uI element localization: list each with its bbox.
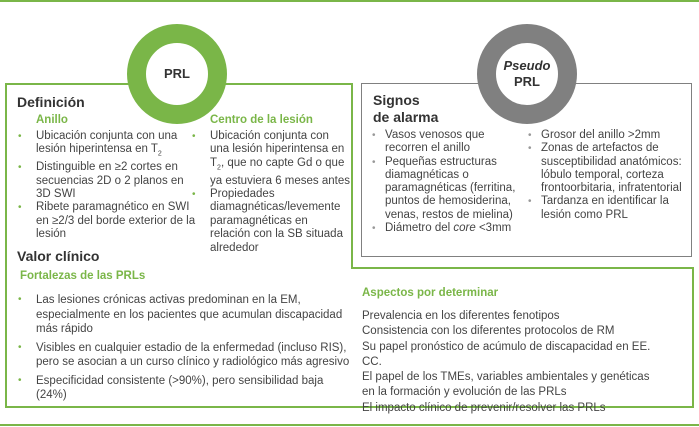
list-item: Grosor del anillo >2mm bbox=[526, 129, 692, 143]
list-item: El papel de los TMEs, variables ambienta… bbox=[362, 371, 650, 399]
divider bbox=[692, 267, 694, 408]
list-item: Las lesiones crónicas activas predominan… bbox=[16, 293, 356, 337]
prl-circle: PRL bbox=[127, 24, 227, 124]
list-item: Diámetro del core <3mm bbox=[370, 222, 530, 236]
list-item: Pequeñas estructuras diamagnéticas o par… bbox=[370, 156, 530, 222]
aspectos-list: Prevalencia en los diferentes fenotipos … bbox=[362, 309, 662, 416]
signos-col2: Grosor del anillo >2mm Zonas de artefact… bbox=[526, 129, 692, 222]
prl-label: PRL bbox=[514, 74, 540, 89]
list-item: Vasos venosos que recorren el anillo bbox=[370, 129, 530, 156]
prl-label: PRL bbox=[164, 66, 190, 81]
list-item: Propiedades diamagnéticas/levemente para… bbox=[190, 188, 350, 255]
list-item: Ubicación conjunta con una lesión hiperi… bbox=[16, 130, 196, 161]
anillo-list: Ubicación conjunta con una lesión hiperi… bbox=[16, 130, 196, 242]
list-item: Zonas de artefactos de susceptibilidad a… bbox=[526, 142, 692, 195]
centro-list: Ubicación conjunta con una lesión hiperi… bbox=[190, 130, 350, 255]
list-item: Tardanza en identificar la lesión como P… bbox=[526, 195, 692, 222]
pseudo-prl-circle: Pseudo PRL bbox=[477, 24, 577, 124]
pseudo-label: Pseudo bbox=[503, 58, 551, 73]
signos-col1: Vasos venosos que recorren el anillo Peq… bbox=[370, 129, 530, 236]
divider bbox=[351, 83, 353, 269]
aspectos-heading: Aspectos por determinar bbox=[362, 287, 499, 299]
anillo-heading: Anillo bbox=[36, 114, 68, 126]
signos-heading: Signos de alarma bbox=[373, 92, 439, 125]
centro-heading: Centro de la lesión bbox=[210, 114, 313, 126]
list-item: Consistencia con los diferentes protocol… bbox=[362, 325, 615, 338]
valor-heading: Valor clínico bbox=[17, 248, 100, 264]
divider bbox=[5, 83, 7, 408]
divider bbox=[5, 406, 694, 408]
fortalezas-heading: Fortalezas de las PRLs bbox=[20, 270, 146, 282]
list-item: Especificidad consistente (>90%), pero s… bbox=[16, 374, 356, 403]
list-item: El impacto clínico de prevenir/resolver … bbox=[362, 401, 606, 414]
list-item: Ribete paramagnético en SWI en ≥2/3 del … bbox=[16, 201, 196, 241]
list-item: Distinguible en ≥2 cortes en secuencias … bbox=[16, 161, 196, 201]
definicion-heading: Definición bbox=[17, 94, 85, 110]
list-item: Prevalencia en los diferentes fenotipos bbox=[362, 310, 560, 322]
bottom-rule bbox=[0, 424, 699, 426]
list-item: Ubicación conjunta con una lesión hiperi… bbox=[190, 130, 350, 188]
top-rule bbox=[0, 0, 699, 2]
list-item: Visibles en cualquier estadio de la enfe… bbox=[16, 341, 356, 370]
divider bbox=[351, 267, 694, 269]
list-item: Su papel pronóstico de acúmulo de discap… bbox=[362, 340, 651, 368]
fortalezas-list: Las lesiones crónicas activas predominan… bbox=[16, 293, 356, 403]
